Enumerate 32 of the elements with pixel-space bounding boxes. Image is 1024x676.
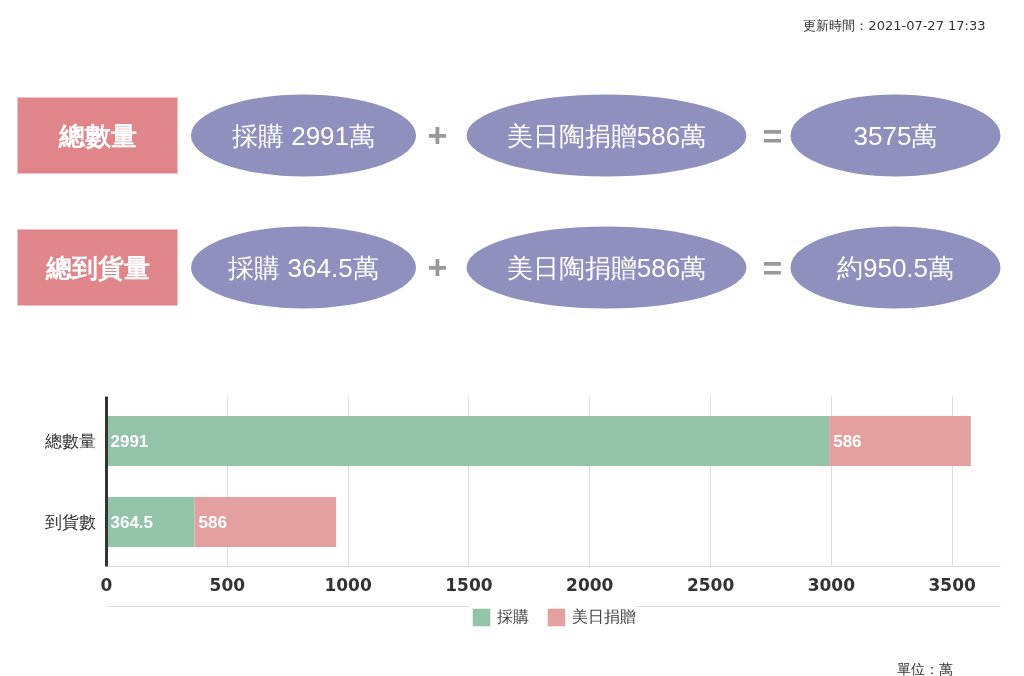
data-label: 586 [833,432,862,452]
x-tick-label: 0 [100,574,113,595]
bar [106,496,195,548]
x-tick-label: 3500 [928,574,976,595]
y-tick-label: 到貨數 [44,511,96,532]
x-tick-label: 3000 [807,574,856,595]
x-tick-label: 2000 [566,574,614,595]
text: 採購 364.5萬 [228,252,379,283]
text: 總到貨量 [44,252,150,283]
text: 更新時間：2021-07-27 17:33 [803,18,986,33]
text: + [427,116,448,154]
text: 單位：萬 [897,660,954,676]
text: = [762,248,783,287]
x-tick-label: 2500 [686,574,735,595]
text: = [762,116,783,155]
x-tick-label: 500 [209,574,246,595]
text: 3575萬 [853,120,938,151]
data-label: 2991 [110,432,149,452]
text: 美日陶捐贈586萬 [506,252,707,283]
bar [829,415,971,467]
text: 約950.5萬 [836,252,955,283]
text: + [427,248,448,286]
text: 採購 2991萬 [231,120,376,151]
text: 美日陶捐贈586萬 [506,120,707,151]
bar [106,415,830,467]
data-label: 364.5 [110,512,154,532]
data-label: 586 [198,512,227,532]
x-tick-label: 1000 [324,574,372,595]
legend-label: 採購 [497,606,529,628]
legend-label: 美日捐贈 [572,606,636,628]
x-tick-label: 1500 [445,574,493,595]
bar [194,496,337,548]
